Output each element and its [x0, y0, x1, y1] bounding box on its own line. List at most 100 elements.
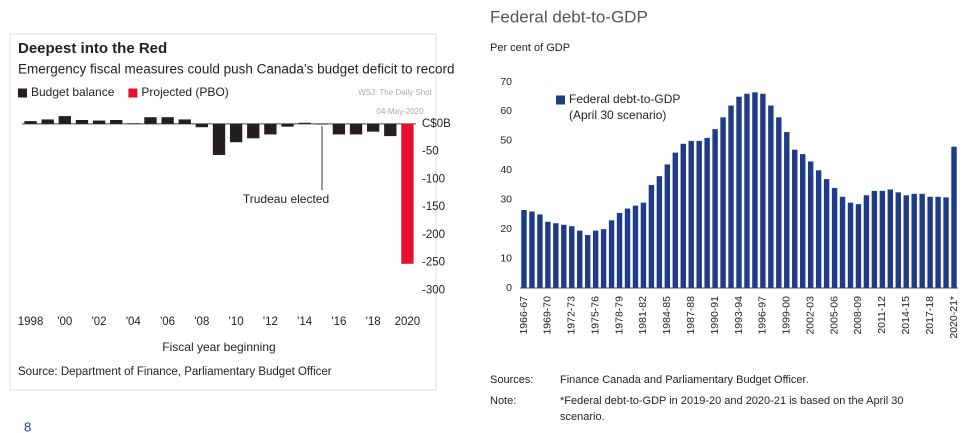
bar: [704, 137, 710, 288]
bar: [664, 164, 671, 288]
bar: [561, 224, 567, 288]
bar: [800, 154, 806, 288]
chart-title: Federal debt-to-GDP: [490, 7, 648, 26]
bar: [728, 105, 734, 289]
bar: [315, 123, 328, 125]
bar: [672, 152, 678, 288]
bar: [24, 121, 37, 124]
y-tick-label: -50: [422, 146, 439, 158]
bar: [624, 208, 631, 288]
x-tick-label: '10: [229, 316, 244, 328]
x-tick-label: '06: [160, 316, 175, 328]
x-tick-label: 2014-15: [900, 296, 912, 335]
bar: [212, 123, 226, 155]
x-tick-label: 1975-76: [589, 296, 601, 335]
note-text: scenario.: [560, 411, 605, 423]
bar: [577, 230, 583, 288]
bar: [569, 226, 575, 288]
bar: [592, 230, 599, 288]
bar: [736, 96, 742, 288]
x-tick-label: 2017-18: [924, 296, 936, 335]
sources-text: Finance Canada and Parliamentary Budget …: [560, 374, 809, 386]
bar: [895, 192, 901, 288]
bar: [863, 195, 870, 288]
bar: [178, 119, 191, 124]
bar: [298, 122, 311, 124]
x-tick-label: 2011-12: [876, 296, 888, 334]
panel: [9, 33, 437, 391]
bar: [349, 123, 363, 135]
chart-subtitle: Emergency fiscal measures could push Can…: [18, 62, 455, 77]
bar: [584, 235, 591, 288]
y-tick-label: -150: [422, 201, 445, 213]
bar: [537, 214, 543, 288]
bar: [831, 187, 838, 288]
y-tick-label: 20: [500, 223, 512, 235]
bar: [879, 190, 886, 288]
y-tick-label: -300: [422, 284, 445, 296]
bar: [744, 93, 750, 289]
bar: [600, 229, 607, 288]
x-tick-label: 1966-67: [518, 296, 530, 335]
y-tick-label: 0: [506, 282, 512, 294]
bar: [75, 119, 89, 124]
x-tick-label: '04: [126, 316, 142, 328]
bar: [264, 123, 277, 135]
x-tick-label: 1996-97: [757, 296, 769, 335]
bar: [903, 195, 909, 288]
bar: [720, 117, 726, 288]
chart-title: Deepest into the Red: [18, 40, 167, 57]
bar: [332, 123, 346, 135]
bar: [58, 116, 71, 124]
bar: [229, 123, 243, 143]
legend-swatch: [18, 88, 27, 98]
y-tick-label: 60: [500, 105, 512, 117]
bar: [110, 119, 123, 124]
bar: [696, 140, 702, 288]
legend-label: Projected (PBO): [141, 85, 228, 99]
bar: [144, 117, 157, 124]
x-tick-label: 2020-21*: [948, 296, 960, 339]
bar: [768, 105, 774, 289]
x-tick-label: '02: [92, 316, 107, 328]
source: Source: Department of Finance, Parliamen…: [18, 366, 332, 378]
y-tick-label: 50: [500, 135, 512, 147]
bar: [640, 202, 647, 288]
y-axis-label: Per cent of GDP: [490, 42, 570, 54]
bar: [247, 123, 260, 139]
y-tick-label: C$0B: [422, 118, 451, 130]
bar: [127, 123, 140, 124]
bar: [680, 143, 686, 288]
y-tick-label: -100: [422, 173, 445, 185]
x-tick-label: '00: [57, 316, 72, 328]
bar: [823, 179, 830, 288]
watermark: WSJ: The Daily Shot: [358, 88, 432, 97]
legend-note: (April 30 scenario): [569, 108, 666, 122]
bar: [553, 223, 559, 288]
bar: [195, 123, 209, 128]
bar: [529, 211, 535, 288]
x-tick-label: '18: [366, 316, 381, 328]
legend-swatch: [556, 95, 565, 105]
x-tick-label: 2005-06: [828, 296, 840, 335]
bar: [545, 221, 551, 288]
x-tick-label: '12: [263, 316, 278, 328]
bar: [760, 93, 766, 289]
bar: [401, 123, 414, 264]
annotation: Trudeau elected: [243, 192, 329, 206]
watermark: 04-May-2020: [376, 107, 424, 116]
bar: [792, 149, 798, 288]
bar: [784, 132, 790, 288]
sources-label: Sources:: [490, 374, 533, 386]
bar: [855, 204, 862, 288]
bar: [648, 185, 655, 288]
y-tick-label: -200: [422, 229, 445, 241]
x-tick-label: 1993-94: [733, 296, 745, 335]
bar: [935, 196, 941, 288]
bar: [616, 212, 623, 288]
x-tick-label: 1978-79: [613, 296, 625, 335]
bar: [608, 220, 615, 288]
x-tick-label: '14: [297, 316, 313, 328]
y-tick-label: 70: [500, 76, 512, 88]
